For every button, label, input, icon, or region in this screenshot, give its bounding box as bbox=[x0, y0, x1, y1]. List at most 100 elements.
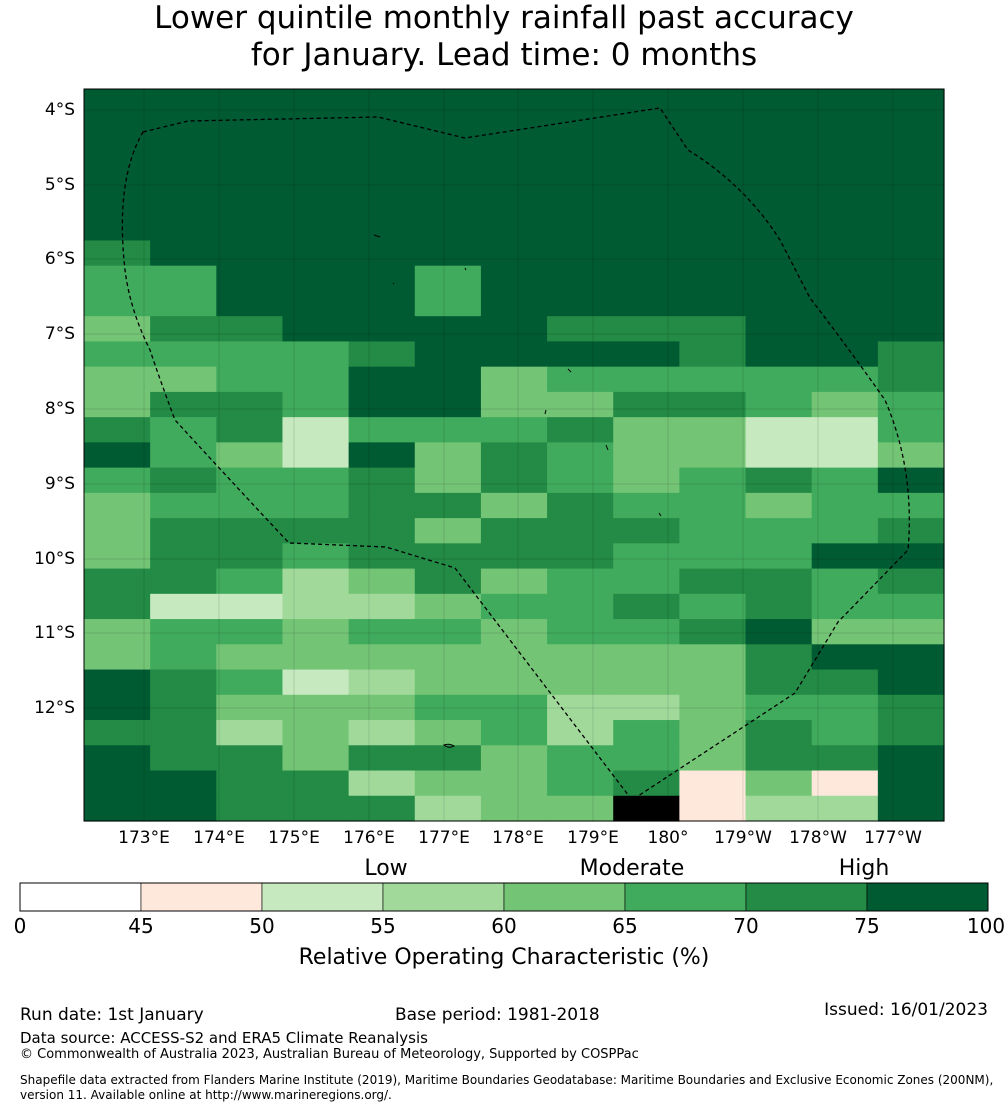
grid-cell bbox=[547, 745, 614, 772]
grid-cell bbox=[480, 593, 548, 620]
grid-cell bbox=[480, 417, 548, 443]
grid-cell bbox=[348, 467, 416, 494]
grid-cell bbox=[348, 240, 416, 267]
grid-cell bbox=[613, 795, 680, 822]
grid-cell bbox=[877, 543, 945, 570]
grid-cell bbox=[679, 189, 747, 216]
grid-cell bbox=[216, 164, 284, 191]
grid-cell bbox=[811, 442, 879, 469]
lon-label: 177°E bbox=[418, 828, 470, 848]
grid-cell bbox=[480, 290, 548, 317]
grid-cell bbox=[811, 391, 879, 418]
grid-cell bbox=[877, 745, 945, 772]
island bbox=[658, 512, 662, 517]
grid-cell bbox=[150, 265, 217, 292]
grid-cell bbox=[480, 366, 548, 393]
grid-cell bbox=[84, 568, 151, 595]
grid-cell bbox=[84, 265, 151, 292]
grid-cell bbox=[414, 644, 482, 671]
grid-cell bbox=[480, 442, 548, 469]
colorbar-tick-label: 70 bbox=[733, 914, 759, 938]
grid-cell bbox=[547, 417, 614, 443]
grid-cell bbox=[282, 568, 350, 595]
grid-cell bbox=[745, 720, 813, 746]
grid-cell bbox=[414, 795, 482, 822]
grid-cell bbox=[414, 694, 482, 721]
grid-cell bbox=[811, 644, 879, 671]
grid-cell bbox=[613, 316, 680, 343]
colorbar-tick-label: 65 bbox=[612, 914, 638, 938]
grid-cell bbox=[745, 543, 813, 570]
grid-cell bbox=[877, 619, 945, 645]
grid-cell bbox=[282, 492, 350, 519]
colorbar-frame bbox=[19, 882, 989, 912]
grid-cell bbox=[216, 694, 284, 721]
grid-cell bbox=[679, 265, 747, 292]
grid-cell bbox=[282, 341, 350, 368]
grid-cell bbox=[679, 139, 747, 166]
grid-cell bbox=[811, 417, 879, 443]
grid-cell bbox=[613, 114, 680, 141]
grid-cell bbox=[414, 316, 482, 343]
grid-cell bbox=[348, 543, 416, 570]
grid-cell bbox=[150, 467, 217, 494]
grid-cell bbox=[877, 215, 945, 242]
grid-cell bbox=[613, 139, 680, 166]
grid-cell bbox=[282, 391, 350, 418]
grid-cell bbox=[216, 518, 284, 544]
grid-cell bbox=[282, 745, 350, 772]
grid-cell bbox=[282, 240, 350, 267]
grid-cell bbox=[348, 391, 416, 418]
grid-cell bbox=[348, 593, 416, 620]
grid-cell bbox=[414, 518, 482, 544]
grid-cell bbox=[547, 139, 614, 166]
grid-cell bbox=[877, 795, 945, 822]
grid-cell bbox=[150, 89, 217, 115]
grid-cell bbox=[216, 341, 284, 368]
grid-cell bbox=[348, 745, 416, 772]
grid-cell bbox=[414, 366, 482, 393]
grid-cell bbox=[877, 492, 945, 519]
grid-cell bbox=[150, 391, 217, 418]
grid-cell bbox=[811, 265, 879, 292]
grid-cell bbox=[282, 290, 350, 317]
lon-label: 178°W bbox=[789, 828, 847, 848]
grid-cell bbox=[150, 341, 217, 368]
grid-cell bbox=[348, 316, 416, 343]
grid-cell bbox=[282, 215, 350, 242]
grid-cell bbox=[679, 745, 747, 772]
grid-cell bbox=[282, 164, 350, 191]
lat-label: 5°S bbox=[44, 175, 75, 195]
grid-cell bbox=[348, 518, 416, 544]
colorbar-tick-label: 100 bbox=[966, 914, 1006, 938]
grid-cell bbox=[745, 215, 813, 242]
grid-cell bbox=[348, 795, 416, 822]
grid-cell bbox=[216, 619, 284, 645]
grid-cell bbox=[216, 720, 284, 746]
grid-cell bbox=[877, 114, 945, 141]
grid-cell bbox=[414, 593, 482, 620]
grid-cell bbox=[414, 619, 482, 645]
grid-cell bbox=[679, 341, 747, 368]
grid-cell bbox=[480, 745, 548, 772]
grid-cell bbox=[613, 694, 680, 721]
grid-cell bbox=[745, 770, 813, 797]
grid-cell bbox=[150, 114, 217, 141]
grid-cell bbox=[547, 568, 614, 595]
grid-cell bbox=[414, 745, 482, 772]
issued-date: Issued: 16/01/2023 bbox=[824, 1000, 988, 1020]
grid-cell bbox=[414, 417, 482, 443]
grid-cell bbox=[414, 114, 482, 141]
grid-cell bbox=[84, 290, 151, 317]
grid-cell bbox=[745, 518, 813, 544]
grid-cell bbox=[745, 139, 813, 166]
grid-cell bbox=[547, 644, 614, 671]
grid-cell bbox=[679, 593, 747, 620]
grid-cell bbox=[84, 492, 151, 519]
grid-cell bbox=[150, 139, 217, 166]
grid-cell bbox=[613, 467, 680, 494]
grid-cell bbox=[877, 391, 945, 418]
lon-label: 177°W bbox=[864, 828, 922, 848]
grid-cell bbox=[811, 189, 879, 216]
